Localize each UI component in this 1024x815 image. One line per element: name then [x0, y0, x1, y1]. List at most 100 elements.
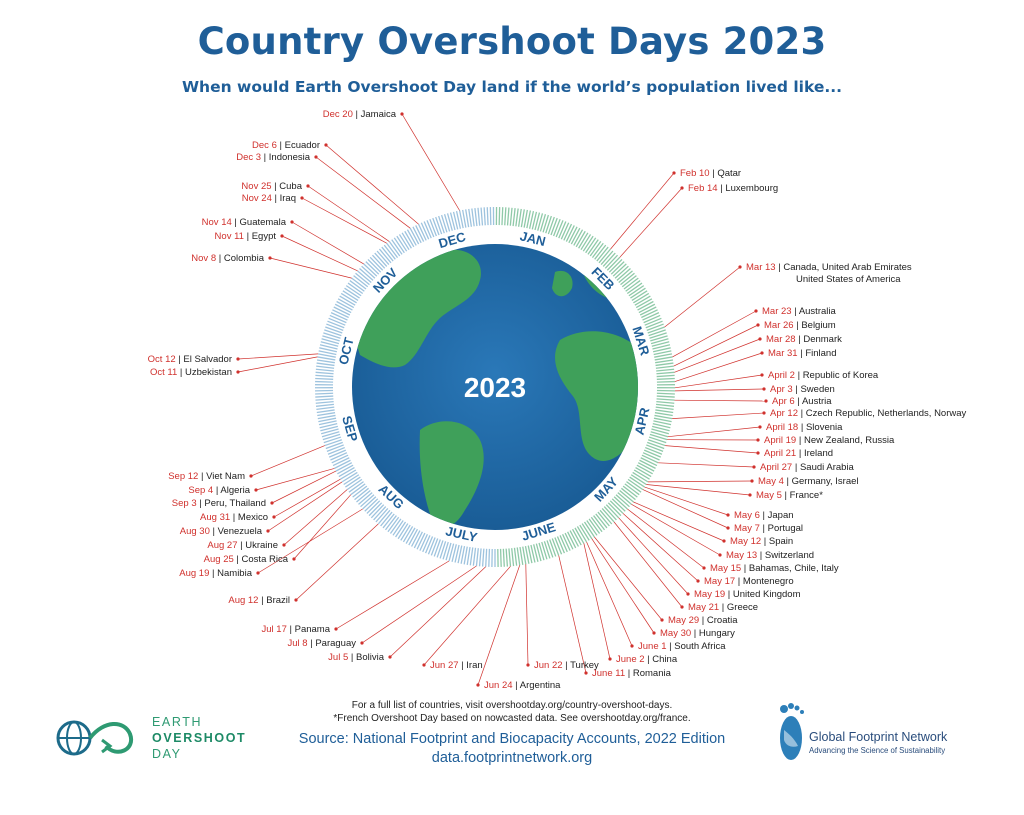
country-label: May 5 | France* — [756, 490, 823, 501]
leader-dot — [756, 323, 760, 327]
day-tick — [412, 226, 422, 244]
day-tick — [448, 543, 455, 562]
day-tick — [656, 368, 675, 372]
day-tick — [427, 537, 436, 555]
day-tick — [651, 428, 670, 435]
separator: | — [277, 140, 285, 151]
day-tick — [417, 223, 427, 241]
day-tick — [638, 303, 656, 314]
leader-line — [674, 338, 761, 373]
day-tick — [439, 541, 447, 559]
day-tick — [538, 542, 545, 561]
country-label: Feb 10 | Qatar — [680, 168, 741, 179]
day-tick — [630, 474, 647, 486]
day-tick — [652, 344, 671, 350]
separator: | — [796, 334, 804, 345]
day-tick — [342, 290, 359, 301]
separator: | — [230, 512, 238, 523]
day-tick — [315, 368, 334, 372]
separator: | — [177, 367, 185, 378]
day-tick — [626, 481, 642, 493]
day-tick — [327, 446, 345, 455]
day-tick — [316, 359, 335, 364]
country-names: Peru, Thailand — [204, 498, 266, 509]
leader-line — [594, 536, 663, 621]
day-tick — [555, 220, 564, 238]
leader-line — [389, 566, 486, 658]
overshoot-date: Sep 3 — [172, 498, 197, 509]
day-tick — [340, 292, 357, 304]
day-tick — [559, 535, 568, 553]
leader-dot — [756, 451, 760, 455]
footprint-icon — [780, 703, 804, 760]
day-tick — [550, 217, 558, 236]
day-tick — [368, 502, 383, 517]
day-tick — [526, 210, 532, 229]
day-ticks-ring — [314, 207, 676, 567]
day-tick — [388, 240, 401, 257]
leader-line — [583, 543, 611, 660]
separator: | — [258, 595, 266, 606]
day-tick — [501, 207, 504, 226]
overshoot-date: May 21 — [688, 602, 719, 613]
overshoot-date: Mar 23 — [762, 306, 792, 317]
leader-line — [664, 266, 741, 328]
overshoot-date: Dec 3 — [236, 152, 261, 163]
country-label: May 15 | Bahamas, Chile, Italy — [710, 563, 839, 574]
day-tick — [654, 353, 673, 358]
leader-line — [665, 445, 759, 454]
country-label: June 11 | Romania — [592, 668, 672, 679]
day-tick — [358, 492, 373, 505]
day-tick — [480, 207, 484, 226]
country-names: Montenegro — [743, 576, 794, 587]
country-names: Iraq — [280, 193, 296, 204]
separator: | — [794, 320, 802, 331]
source-url: data.footprintnetwork.org — [431, 750, 593, 766]
country-label: Nov 14 | Guatemala — [202, 217, 287, 228]
country-label: Dec 20 | Jamaica — [323, 109, 397, 120]
country-names: Canada, United Arab Emirates — [783, 262, 912, 273]
day-tick — [345, 285, 362, 297]
day-tick — [505, 548, 509, 567]
overshoot-date: June 1 — [638, 641, 667, 652]
country-label: June 2 | China — [616, 654, 678, 665]
leader-dot — [748, 493, 752, 497]
leader-line — [525, 564, 529, 666]
day-tick — [651, 341, 670, 347]
separator: | — [798, 348, 806, 359]
day-tick — [413, 531, 423, 549]
day-tick — [533, 544, 539, 562]
overshoot-date: May 7 — [734, 523, 760, 534]
day-tick — [639, 306, 657, 316]
country-label: Dec 6 | Ecuador — [252, 140, 320, 151]
day-tick — [647, 326, 665, 334]
day-tick — [603, 506, 617, 521]
day-tick — [451, 544, 457, 562]
country-names: Australia — [799, 306, 837, 317]
day-tick — [568, 226, 578, 244]
day-tick — [586, 520, 598, 536]
leader-line — [335, 560, 450, 630]
day-tick — [449, 212, 456, 231]
leader-line — [610, 172, 675, 250]
day-tick — [598, 248, 612, 264]
day-tick — [321, 338, 340, 345]
country-names: Paraguay — [315, 638, 356, 649]
day-tick — [317, 353, 336, 358]
overshoot-date: Sep 4 — [188, 485, 213, 496]
leader-line — [586, 541, 633, 647]
day-tick — [601, 508, 615, 523]
day-tick — [649, 332, 667, 339]
separator: | — [735, 576, 743, 587]
day-tick — [621, 275, 637, 288]
day-tick — [419, 533, 429, 551]
day-tick — [442, 541, 449, 560]
leader-line — [477, 565, 521, 686]
day-tick — [370, 504, 385, 519]
day-tick — [324, 439, 343, 447]
day-tick — [378, 248, 392, 264]
day-tick — [599, 509, 613, 525]
day-tick — [477, 207, 481, 226]
day-tick — [611, 498, 626, 512]
day-tick — [391, 239, 403, 255]
